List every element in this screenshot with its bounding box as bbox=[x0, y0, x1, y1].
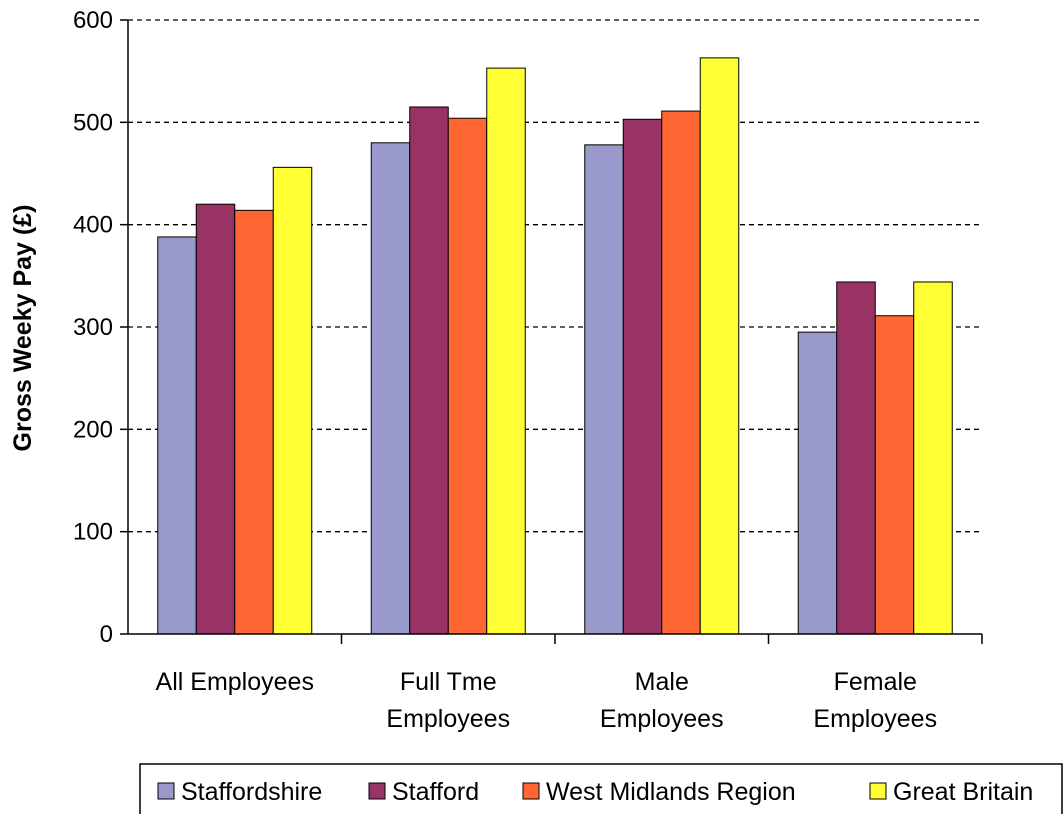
legend-swatch bbox=[869, 782, 887, 800]
category-label: Full Tme Employees bbox=[386, 668, 510, 733]
bar-staffordshire bbox=[370, 142, 411, 635]
legend: Staffordshire Stafford West Midlands Regio… bbox=[139, 763, 1063, 814]
bar-west-midlands-region bbox=[874, 315, 915, 635]
y-tick-label: 300 bbox=[73, 314, 113, 341]
bar-great-britain bbox=[272, 166, 313, 635]
y-tick-label: 600 bbox=[73, 7, 113, 34]
bar-stafford bbox=[836, 281, 876, 635]
bar-great-britain bbox=[486, 67, 526, 635]
legend-label: Great Britain bbox=[893, 778, 1033, 806]
bar-west-midlands-region bbox=[661, 110, 701, 635]
category-label: Female Employees bbox=[813, 668, 937, 733]
y-tick-label: 500 bbox=[73, 109, 113, 136]
y-tick-label: 200 bbox=[73, 416, 113, 443]
bar-stafford bbox=[409, 106, 449, 635]
y-tick-label: 400 bbox=[73, 212, 113, 239]
y-tick-label: 0 bbox=[100, 621, 113, 648]
legend-box bbox=[139, 763, 1063, 814]
bar-staffordshire bbox=[157, 236, 197, 635]
axes bbox=[120, 19, 983, 644]
y-axis-title: Gross Weeky Pay (£) bbox=[9, 205, 37, 452]
legend-label: West Midlands Region bbox=[546, 778, 796, 806]
legend-swatch bbox=[522, 782, 540, 800]
bar-great-britain bbox=[699, 57, 740, 635]
legend-swatch bbox=[157, 782, 175, 800]
legend-label: Stafford bbox=[392, 778, 479, 806]
bar-stafford bbox=[195, 203, 236, 635]
y-tick-labels: 0 100 200 300 400 500 600 bbox=[73, 7, 113, 648]
bars bbox=[157, 57, 953, 635]
bar-stafford bbox=[622, 118, 663, 635]
bar-staffordshire bbox=[584, 144, 624, 635]
bar-west-midlands-region bbox=[447, 117, 488, 635]
legend-swatch bbox=[368, 782, 386, 800]
category-label: All Employees bbox=[156, 668, 314, 696]
bar-staffordshire bbox=[797, 331, 838, 635]
y-tick-label: 100 bbox=[73, 519, 113, 546]
category-label: Male Employees bbox=[600, 668, 724, 733]
bar-great-britain bbox=[913, 281, 953, 635]
bar-west-midlands-region bbox=[234, 209, 274, 635]
category-labels: All Employees Full Tme Employees Male Employ… bbox=[156, 668, 938, 733]
legend-label: Staffordshire bbox=[181, 778, 322, 806]
